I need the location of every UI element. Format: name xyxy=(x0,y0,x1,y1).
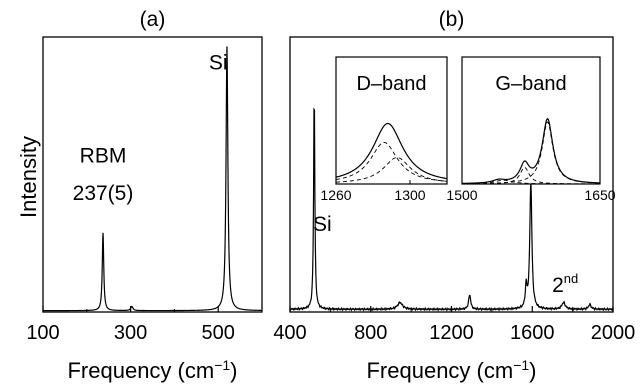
annotation: Si xyxy=(313,213,332,236)
plot-frame xyxy=(42,36,263,313)
annotation: 2nd xyxy=(552,271,578,297)
x-axis-label-part: ) xyxy=(230,358,237,383)
annotation-text: Si xyxy=(209,51,228,74)
x-tick-label: 1600 xyxy=(510,322,555,344)
x-axis-label-part: ) xyxy=(529,358,536,383)
x-tick-label: 2000 xyxy=(591,322,636,344)
series-line xyxy=(289,107,614,312)
x-axis-label-part: −1 xyxy=(513,357,529,373)
annotation-text: RBM xyxy=(80,144,127,167)
y-axis-label: Intensity xyxy=(16,136,41,218)
inset-d-band: D–band 1260 1300 xyxy=(320,56,448,203)
x-axis-label-part: −1 xyxy=(214,357,230,373)
annotation: Si xyxy=(209,51,228,74)
inset-x-tick-label: 1300 xyxy=(394,187,425,203)
inset-title: D–band xyxy=(356,73,426,95)
x-axis-label-part: Frequency (cm xyxy=(366,358,513,383)
series-line xyxy=(42,46,262,312)
x-tick-label: 1200 xyxy=(429,322,474,344)
annotation-superscript: nd xyxy=(564,271,578,286)
inset-component-line xyxy=(461,179,600,185)
x-tick-label: 100 xyxy=(26,322,59,344)
panel-label: (a) xyxy=(140,8,166,31)
x-tick-label: 500 xyxy=(202,322,235,344)
panel-a: (a) 100 300 500 Frequency (cm−1) RBM 237(5) Si xyxy=(26,8,263,383)
annotation: 237(5) xyxy=(73,182,134,205)
x-axis-label: Frequency (cm−1) xyxy=(366,357,536,383)
x-tick-label: 800 xyxy=(354,322,387,344)
annotation-text: 2 xyxy=(552,274,564,297)
annotation: RBM xyxy=(80,144,127,167)
inset-fit-line xyxy=(335,122,448,180)
x-tick-label: 400 xyxy=(273,322,306,344)
inset-x-tick-label: 1500 xyxy=(446,187,477,203)
inset-x-tick-label: 1260 xyxy=(320,187,351,203)
inset-g-band: G–band 1500 1650 xyxy=(446,56,616,203)
inset-component-line xyxy=(335,157,448,183)
inset-frame xyxy=(461,56,601,185)
annotation-text: Si xyxy=(313,213,332,236)
annotation-text: 237(5) xyxy=(73,182,134,205)
x-tick-label: 300 xyxy=(114,322,147,344)
x-axis-label-part: Frequency (cm xyxy=(67,358,214,383)
inset-frame xyxy=(335,56,448,185)
inset-x-tick-label: 1650 xyxy=(584,187,615,203)
panel-label: (b) xyxy=(439,8,465,31)
x-axis-label: Frequency (cm−1) xyxy=(67,357,237,383)
inset-title: G–band xyxy=(495,73,566,95)
panel-b: (b) 400 800 1200 1600 2000 Frequency (cm−1) Si 2… xyxy=(273,8,635,383)
